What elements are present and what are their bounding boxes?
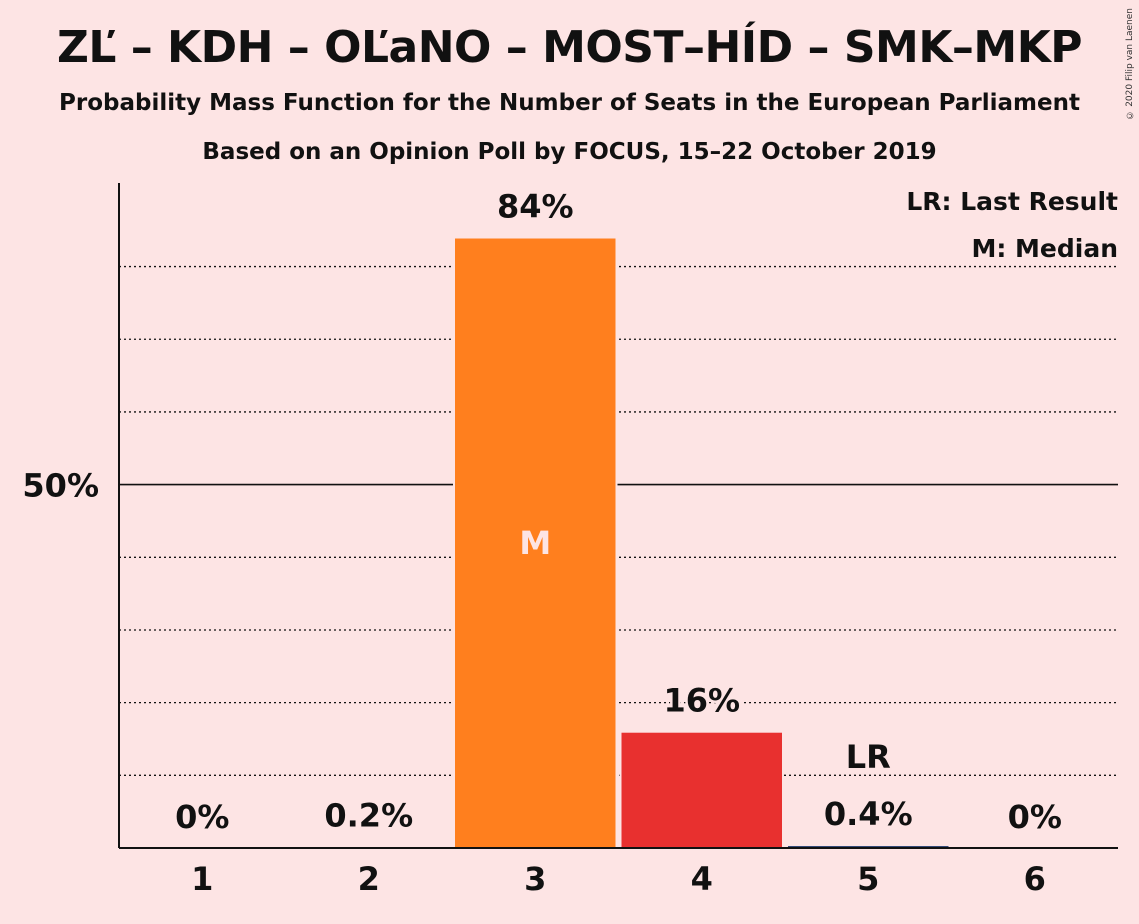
bar-seat-4 [619,730,784,849]
data-label: 0.4% [824,795,913,833]
legend-median: M: Median [971,234,1118,263]
x-tick-label: 5 [857,860,879,898]
x-tick-label: 3 [524,860,546,898]
legend-last-result: LR: Last Result [906,187,1118,216]
data-label: 0% [175,798,229,836]
data-label: 16% [663,682,740,720]
x-tick-label: 2 [358,860,380,898]
chart-subtitle: Probability Mass Function for the Number… [59,90,1080,116]
median-marker: M [519,524,551,562]
x-tick-label: 1 [191,860,213,898]
data-label: 84% [497,188,574,226]
x-tick-label: 4 [691,860,713,898]
data-label: 0% [1008,798,1062,836]
chart-title: ZĽ – KDH – OĽaNO – MOST–HÍD – SMK–MKP [56,22,1083,73]
x-tick-label: 6 [1024,860,1046,898]
chart-source: Based on an Opinion Poll by FOCUS, 15–22… [202,139,937,165]
y-tick-label: 50% [22,467,99,505]
last-result-marker: LR [846,738,891,776]
data-label: 0.2% [324,797,413,835]
bar-seat-3 [453,236,618,850]
